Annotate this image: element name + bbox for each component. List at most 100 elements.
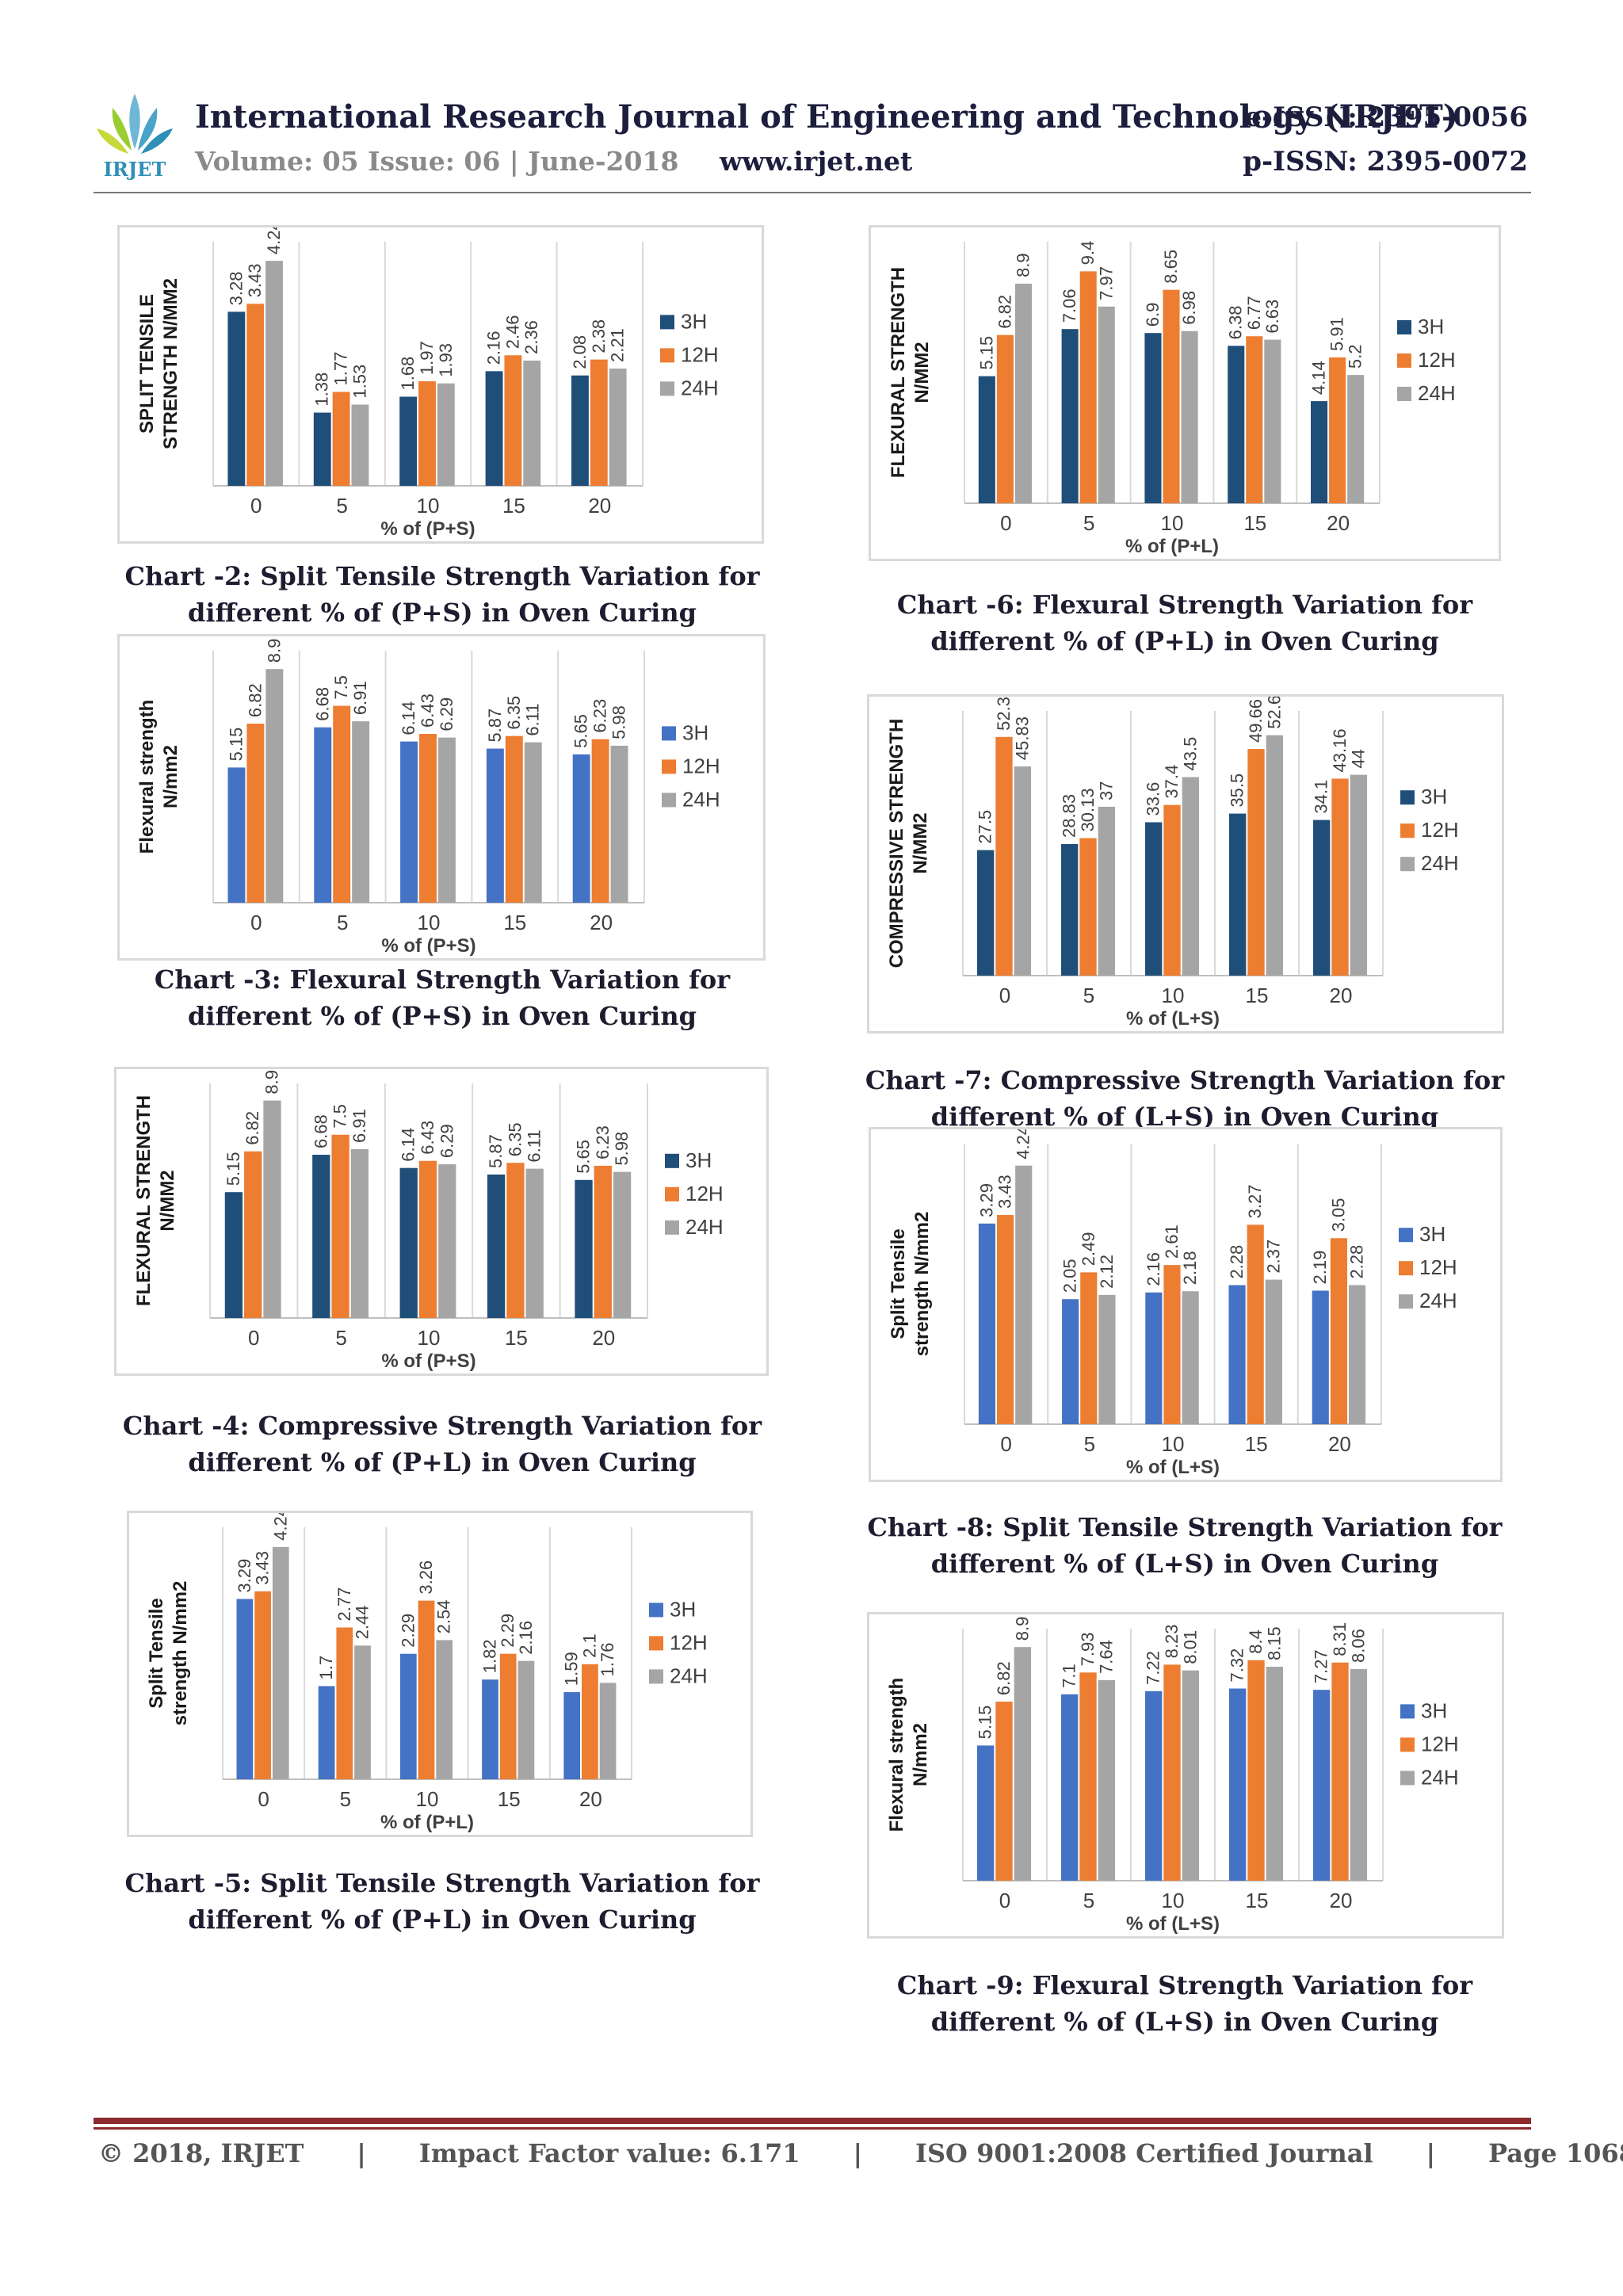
y-axis-label: N/MM2 — [157, 1170, 178, 1231]
x-tick-label: 10 — [1162, 1432, 1185, 1456]
legend-label: 12H — [1419, 1255, 1457, 1279]
x-tick-label: 15 — [505, 1326, 528, 1350]
footer-rule-thin — [94, 2127, 1531, 2130]
bar-24H-10 — [1182, 777, 1199, 976]
data-label: 9.4 — [1078, 241, 1098, 266]
data-label: 34.1 — [1312, 780, 1331, 814]
y-axis-label: N/MM2 — [911, 342, 933, 403]
data-label: 2.77 — [334, 1587, 354, 1622]
data-label: 2.29 — [498, 1614, 517, 1648]
data-label: 7.93 — [1078, 1632, 1098, 1666]
legend-swatch — [1400, 1737, 1415, 1752]
x-tick-label: 10 — [1162, 1889, 1185, 1912]
bar-3H-10 — [1144, 333, 1162, 503]
chart-7: 27.5 52.3 45.83 0 28.83 30.13 37 5 33.6 37.4 43.5 1… — [867, 694, 1504, 1033]
legend-label: 24H — [682, 787, 720, 811]
x-tick-label: 0 — [248, 1326, 259, 1350]
data-label: 7.97 — [1096, 266, 1116, 300]
bar-12H-10 — [1163, 289, 1180, 503]
y-axis-label: N/mm2 — [910, 1723, 931, 1786]
x-tick-label: 15 — [1246, 1889, 1269, 1912]
data-label: 2.18 — [1180, 1251, 1200, 1285]
data-label: 49.66 — [1246, 699, 1266, 743]
bar-12H-15 — [1247, 749, 1265, 976]
bar-12H-5 — [331, 1134, 349, 1318]
bar-24H-5 — [1098, 1679, 1115, 1881]
data-label: 1.53 — [349, 365, 369, 399]
bar-24H-15 — [517, 1660, 535, 1779]
y-axis-label: FLEXURAL STRENGTH — [888, 267, 909, 478]
data-label: 6.38 — [1226, 306, 1246, 340]
bar-3H-15 — [1229, 813, 1247, 976]
chart-svg-c2: 3.283.43 4.24 0 1.381.771.53 5 1.681.971.93 10… — [136, 227, 719, 540]
data-label: 2.16 — [484, 331, 504, 365]
footer: © 2018, IRJET | Impact Factor value: 6.1… — [98, 2138, 1623, 2168]
e-issn: e-ISSN: 2395-0056 — [1244, 101, 1528, 133]
data-label: 7.64 — [1096, 1640, 1116, 1674]
x-tick-label: 10 — [418, 1326, 441, 1350]
data-label: 7.06 — [1060, 288, 1079, 323]
footer-rule — [94, 2118, 1531, 2124]
legend-label: 24H — [685, 1215, 724, 1239]
caption-chart-8: Chart -8: Split Tensile Strength Variati… — [867, 1512, 1503, 1579]
y-axis-label: strength N/mm2 — [911, 1212, 933, 1357]
x-axis-label: % of (L+S) — [1126, 1913, 1220, 1935]
bar-24H-5 — [1098, 806, 1115, 976]
chart-6: 5.15 6.82 8.9 0 7.06 9.4 7.97 5 6.9 8.65 6.98 10 6.3… — [869, 225, 1501, 561]
legend-label: 3H — [1421, 785, 1447, 808]
legend-label: 24H — [670, 1664, 708, 1687]
data-label: 8.23 — [1162, 1625, 1182, 1659]
bar-3H-5 — [1061, 843, 1079, 976]
data-label: 4.24 — [1014, 1129, 1033, 1159]
bar-12H-0 — [246, 724, 265, 903]
data-label: 8.9 — [1013, 253, 1033, 277]
bar-3H-20 — [1312, 1290, 1329, 1424]
legend-swatch — [665, 1220, 679, 1235]
data-label: 2.37 — [1263, 1240, 1283, 1274]
data-label: 35.5 — [1228, 774, 1247, 808]
bar-3H-5 — [318, 1686, 335, 1779]
x-tick-label: 15 — [503, 911, 526, 934]
data-label: 8.9 — [1012, 1617, 1032, 1641]
bar-3H-5 — [1061, 1694, 1079, 1881]
bar-12H-20 — [1330, 1238, 1347, 1424]
bar-24H-20 — [1350, 774, 1367, 976]
bar-3H-0 — [227, 311, 246, 486]
bar-3H-0 — [236, 1599, 254, 1779]
bar-24H-20 — [1347, 375, 1365, 503]
data-label: 6.82 — [242, 1111, 262, 1145]
legend-swatch — [662, 726, 676, 741]
legend-label: 12H — [670, 1630, 708, 1654]
data-label: 1.93 — [436, 343, 456, 377]
data-label: 2.36 — [521, 320, 541, 354]
bar-3H-20 — [572, 754, 590, 903]
bar-24H-20 — [610, 745, 628, 903]
bar-3H-15 — [482, 1679, 498, 1779]
data-label: 7.5 — [331, 675, 351, 700]
bar-24H-20 — [599, 1683, 617, 1779]
data-label: 6.63 — [1262, 300, 1282, 334]
caption-chart-3: Chart -3: Flexural Strength Variation fo… — [154, 965, 731, 1031]
bar-12H-10 — [1163, 1265, 1181, 1424]
data-label: 3.05 — [1328, 1198, 1348, 1232]
y-axis-label: SPLIT TENSILE — [136, 294, 158, 434]
x-axis-label: % of (P+S) — [381, 935, 475, 957]
bar-24H-20 — [1348, 1285, 1366, 1424]
x-tick-label: 10 — [418, 911, 441, 934]
website-link[interactable]: www.irjet.net — [720, 146, 913, 177]
data-label: 6.23 — [593, 1125, 613, 1159]
x-tick-label: 0 — [999, 1889, 1010, 1912]
x-tick-label: 20 — [1327, 511, 1350, 535]
chart-svg-c9: 5.15 6.82 8.9 0 7.17.937.64 5 7.228.238.01 10 7.… — [886, 1617, 1459, 1935]
data-label: 6.68 — [312, 687, 332, 721]
data-label: 8.4 — [1246, 1629, 1266, 1654]
bar-12H-10 — [419, 734, 437, 903]
bar-24H-0 — [1014, 283, 1032, 503]
bar-12H-20 — [582, 1664, 598, 1779]
bar-3H-20 — [563, 1692, 581, 1779]
data-label: 6.11 — [525, 1129, 544, 1162]
data-label: 6.82 — [245, 683, 265, 717]
data-label: 6.29 — [437, 1124, 456, 1158]
journal-title: International Research Journal of Engine… — [195, 98, 1458, 136]
data-label: 5.2 — [1346, 345, 1365, 369]
